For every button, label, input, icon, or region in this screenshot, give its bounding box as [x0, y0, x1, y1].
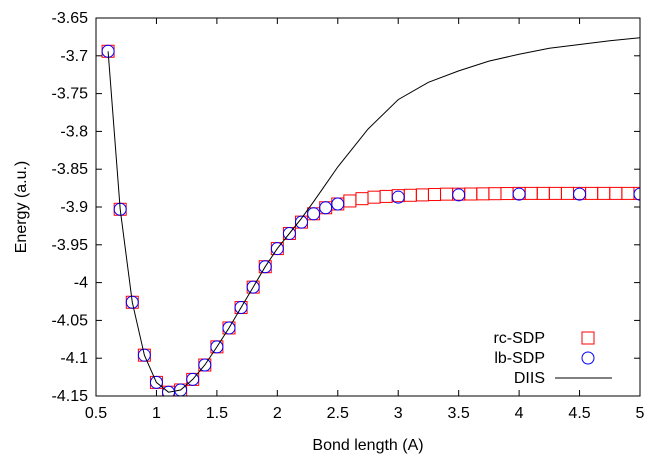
- lb-sdp-point: [307, 207, 321, 221]
- lb-sdp-point: [331, 197, 345, 211]
- legend-label-rc-sdp: rc-SDP: [493, 330, 545, 347]
- y-tick-label: -3.75: [52, 86, 89, 103]
- x-axis-label: Bond length (A): [312, 437, 423, 454]
- lb-sdp-point: [573, 187, 587, 201]
- lb-sdp-point: [512, 187, 526, 201]
- lb-sdp-point: [246, 280, 260, 294]
- x-tick-label: 3.5: [448, 405, 470, 422]
- lb-sdp-point: [295, 215, 309, 229]
- y-tick-label: -3.95: [52, 237, 89, 254]
- ticks-layer: 0.5 1 1.5 2 2.5 3 3.5 4 4.5 5 -4.15 -4.1 -4.05 -4 -3.9…: [52, 10, 645, 422]
- lb-sdp-point: [234, 301, 248, 315]
- x-tick-label: 4.5: [568, 405, 590, 422]
- y-axis-label: Energy (a.u.): [13, 161, 30, 253]
- lb-sdp-point: [258, 260, 272, 274]
- legend: rc-SDP lb-SDP DIIS: [493, 330, 612, 387]
- lb-sdp-point: [137, 348, 151, 362]
- x-tick-label: 4: [515, 405, 524, 422]
- legend-label-diis: DIIS: [514, 370, 545, 387]
- x-tick-label: 2: [273, 405, 282, 422]
- plot-layer: [101, 37, 640, 396]
- x-tick-label: 3: [394, 405, 403, 422]
- legend-swatch-rc-sdp: [581, 331, 595, 345]
- lb-sdp-point: [391, 190, 405, 204]
- lb-sdp-point: [186, 372, 200, 386]
- x-tick-label: 0.5: [85, 405, 107, 422]
- y-tick-label: -4.15: [52, 388, 89, 405]
- y-tick-label: -3.8: [60, 123, 88, 140]
- legend-swatch-lb-sdp: [581, 351, 595, 365]
- lb-sdp-point: [319, 201, 333, 215]
- plot-area: [101, 37, 640, 396]
- y-tick-label: -3.7: [60, 48, 88, 65]
- lb-sdp-point: [149, 375, 163, 389]
- y-tick-label: -4: [74, 275, 88, 292]
- x-tick-label: 2.5: [327, 405, 349, 422]
- y-tick-label: -4.1: [60, 350, 88, 367]
- lb-sdp-point: [270, 242, 284, 256]
- diis-line: [107, 37, 640, 393]
- x-tick-label: 1: [152, 405, 161, 422]
- lb-sdp-point: [282, 226, 296, 240]
- lb-sdp-point: [125, 295, 139, 309]
- y-tick-label: -3.65: [52, 10, 89, 27]
- lb-sdp-point: [633, 187, 640, 201]
- legend-label-lb-sdp: lb-SDP: [494, 350, 545, 367]
- y-tick-label: -3.85: [52, 161, 89, 178]
- lb-sdp-point: [452, 188, 466, 202]
- lb-sdp-point: [222, 321, 236, 335]
- y-tick-label: -4.05: [52, 312, 89, 329]
- x-tick-label: 5: [636, 405, 645, 422]
- lb-sdp-point: [210, 340, 224, 354]
- y-tick-label: -3.9: [60, 199, 88, 216]
- x-tick-label: 1.5: [206, 405, 228, 422]
- lb-sdp-point: [198, 358, 212, 372]
